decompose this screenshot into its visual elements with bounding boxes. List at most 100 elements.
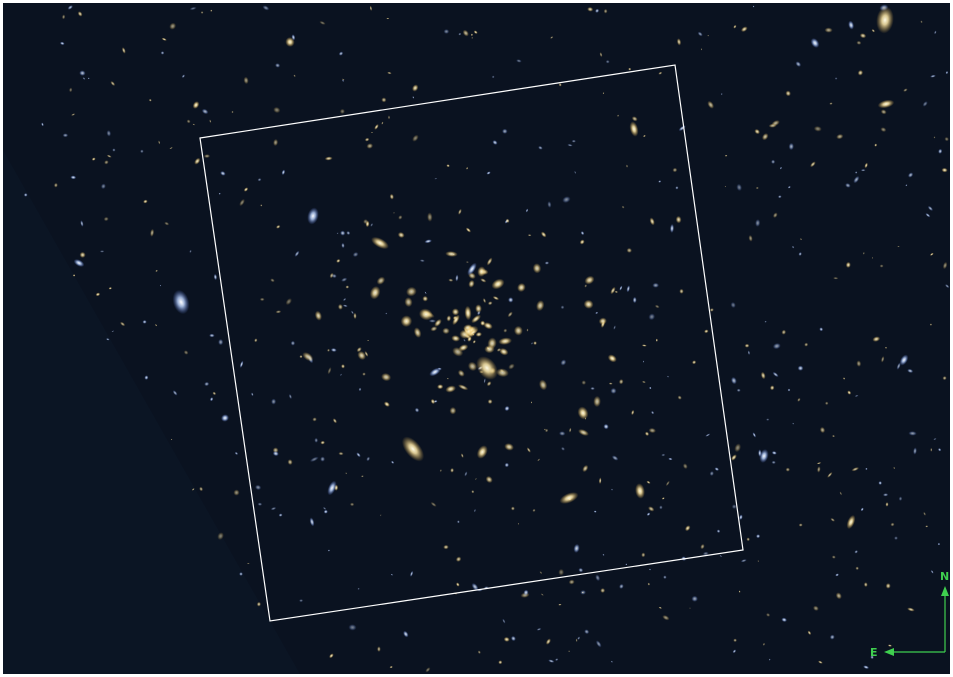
- galaxy: [243, 76, 249, 85]
- galaxy: [502, 618, 506, 624]
- galaxy: [537, 458, 541, 462]
- galaxy: [739, 514, 743, 520]
- galaxy: [106, 130, 112, 137]
- galaxy: [817, 466, 821, 473]
- galaxy: [598, 477, 602, 485]
- galaxy: [860, 169, 866, 172]
- galaxy: [254, 338, 258, 343]
- galaxy: [582, 464, 589, 473]
- galaxy: [629, 121, 639, 137]
- galaxy: [857, 69, 864, 76]
- galaxy: [913, 447, 917, 455]
- galaxy: [545, 638, 551, 645]
- galaxy: [561, 446, 565, 451]
- galaxy: [330, 347, 337, 353]
- galaxy: [144, 375, 149, 380]
- galaxy: [476, 445, 488, 459]
- galaxy: [340, 230, 346, 236]
- galaxy: [562, 196, 571, 204]
- galaxy: [871, 29, 875, 33]
- galaxy: [925, 213, 931, 218]
- galaxy: [353, 312, 357, 320]
- galaxy: [439, 469, 442, 473]
- galaxy: [324, 156, 333, 161]
- galaxy: [67, 5, 73, 10]
- galaxy: [831, 555, 836, 559]
- galaxy: [349, 502, 355, 507]
- galaxy: [387, 71, 392, 75]
- galaxy: [350, 310, 354, 315]
- galaxy: [452, 314, 460, 326]
- galaxy: [103, 216, 109, 222]
- galaxy: [110, 81, 116, 86]
- galaxy: [170, 438, 173, 441]
- galaxy: [580, 590, 587, 595]
- galaxy: [768, 123, 777, 128]
- galaxy: [338, 451, 344, 456]
- galaxy: [428, 319, 437, 323]
- galaxy: [644, 431, 650, 437]
- galaxy: [342, 297, 347, 302]
- galaxy: [475, 304, 482, 313]
- galaxy: [781, 617, 788, 623]
- galaxy: [705, 433, 711, 437]
- galaxy: [933, 136, 936, 139]
- galaxy: [567, 143, 573, 147]
- galaxy: [760, 371, 766, 380]
- galaxy: [665, 480, 670, 487]
- galaxy: [649, 217, 655, 226]
- galaxy: [492, 296, 500, 301]
- galaxy: [159, 284, 162, 287]
- galaxy: [568, 650, 570, 653]
- galaxy: [925, 525, 929, 528]
- galaxy: [503, 636, 510, 642]
- galaxy: [747, 350, 751, 356]
- galaxy: [271, 398, 277, 405]
- galaxy: [587, 6, 594, 12]
- galaxy: [380, 514, 382, 517]
- galaxy: [605, 59, 610, 64]
- galaxy: [788, 142, 794, 151]
- galaxy: [161, 37, 167, 41]
- galaxy: [771, 460, 776, 465]
- galaxy: [517, 522, 520, 525]
- galaxy: [700, 48, 703, 51]
- galaxy: [218, 192, 221, 195]
- galaxy: [503, 328, 508, 333]
- galaxy: [930, 74, 936, 78]
- galaxy: [302, 352, 314, 362]
- galaxy: [724, 185, 727, 188]
- galaxy: [430, 501, 437, 507]
- galaxy: [381, 97, 387, 103]
- galaxy: [733, 638, 737, 643]
- galaxy: [322, 506, 327, 510]
- galaxy: [362, 372, 366, 376]
- galaxy: [108, 287, 112, 290]
- galaxy: [204, 381, 210, 387]
- galaxy: [239, 572, 243, 576]
- galaxy: [409, 570, 414, 577]
- galaxy: [262, 5, 270, 11]
- compass-north-label: N: [940, 570, 949, 583]
- galaxy: [314, 437, 319, 443]
- galaxy: [169, 147, 173, 150]
- galaxy: [632, 296, 637, 304]
- galaxy: [676, 38, 682, 46]
- galaxy: [558, 431, 566, 436]
- galaxy: [470, 33, 473, 37]
- galaxy: [923, 511, 926, 516]
- galaxy: [658, 71, 663, 75]
- galaxy: [937, 542, 941, 546]
- galaxy: [53, 182, 58, 188]
- galaxy: [327, 480, 337, 496]
- galaxy: [574, 170, 577, 175]
- galaxy: [471, 37, 473, 39]
- galaxy: [704, 329, 709, 334]
- galaxy: [398, 215, 403, 220]
- galaxy: [626, 164, 628, 168]
- galaxy: [192, 123, 196, 126]
- galaxy: [466, 166, 469, 170]
- galaxy: [183, 350, 189, 355]
- galaxy: [87, 77, 90, 80]
- galaxy: [369, 5, 372, 11]
